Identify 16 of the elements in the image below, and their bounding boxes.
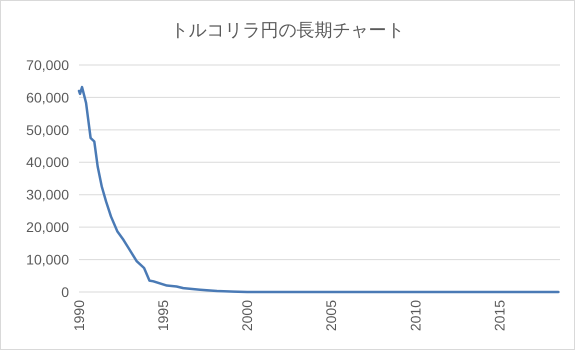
y-tick-label: 10,000 [26,251,70,268]
x-tick-label: 2010 [407,300,424,332]
y-tick-label: 0 [61,284,70,300]
y-tick-label: 70,000 [26,56,70,73]
y-tick-label: 20,000 [26,219,70,236]
x-tick-label: 2005 [323,300,340,332]
y-tick-label: 60,000 [26,89,70,106]
x-tick-label: 1990 [70,300,87,332]
x-tick-label: 2015 [491,300,508,332]
y-tick-label: 50,000 [26,122,70,138]
line-series [78,86,560,294]
y-tick-label: 30,000 [26,186,70,203]
x-tick-label: 1995 [154,300,171,332]
y-tick-label: 40,000 [26,154,70,170]
x-tick-label: 2000 [239,300,256,332]
chart-title: トルコリラ円の長期チャート [170,20,404,40]
